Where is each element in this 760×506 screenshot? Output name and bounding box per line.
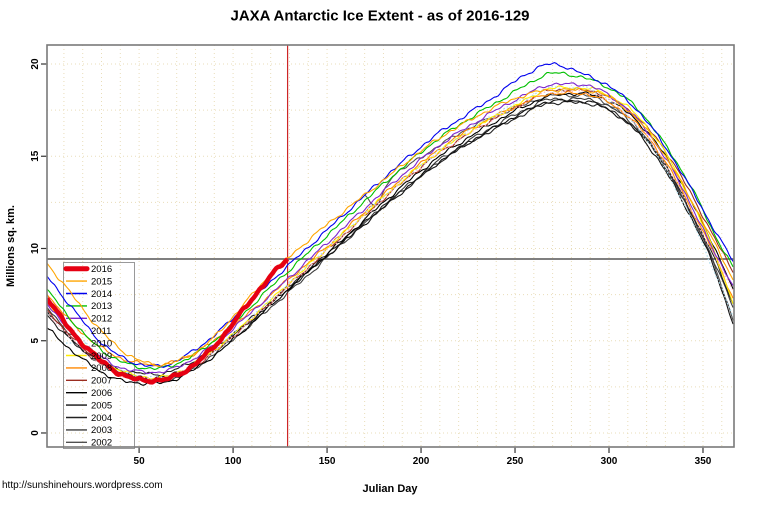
legend-label-2003: 2003 (91, 425, 112, 436)
series-2007-line (47, 86, 734, 381)
x-tick-label: 50 (134, 456, 146, 467)
series-2010-line (47, 85, 734, 379)
legend-label-2016: 2016 (91, 264, 112, 275)
chart-title: JAXA Antarctic Ice Extent - as of 2016-1… (230, 7, 530, 25)
series-2004-line (47, 100, 734, 377)
series-2002-line (364, 93, 734, 321)
x-tick-label: 350 (695, 456, 712, 467)
legend-label-2010: 2010 (91, 338, 112, 349)
series-2009-line (47, 85, 734, 380)
y-tick-label: 0 (30, 430, 41, 436)
series-2012-line (47, 82, 734, 375)
series-2008-line (47, 90, 734, 368)
legend-label-2009: 2009 (91, 351, 112, 362)
x-tick-label: 300 (601, 456, 618, 467)
series-lines (47, 62, 734, 386)
y-tick-label: 5 (30, 338, 41, 344)
y-axis-title: Millions sq. km. (5, 205, 17, 287)
y-tick-label: 15 (30, 150, 41, 162)
legend-box (63, 262, 135, 449)
series-2003-line (47, 97, 734, 383)
x-tick-label: 250 (507, 456, 524, 467)
legend-label-2008: 2008 (91, 363, 112, 374)
legend-label-2014: 2014 (91, 289, 112, 300)
series-2014-line (47, 62, 734, 368)
gridlines (47, 45, 734, 447)
legend-label-2002: 2002 (91, 438, 112, 449)
legend-label-2012: 2012 (91, 314, 112, 325)
y-tick-label: 10 (30, 242, 41, 254)
y-tick-label: 20 (30, 58, 41, 70)
x-axis-title: Julian Day (362, 483, 418, 495)
x-tick-label: 200 (413, 456, 430, 467)
watermark-url: http://sunshinehours.wordpress.com (2, 480, 163, 491)
series-2011-line (47, 89, 734, 382)
legend-label-2007: 2007 (91, 376, 112, 387)
legend-label-2011: 2011 (91, 326, 111, 337)
x-tick-label: 100 (225, 456, 242, 467)
legend-label-2004: 2004 (91, 413, 112, 424)
series-2015-line (47, 87, 734, 367)
plot-box (46, 44, 735, 448)
series-2013-line (47, 71, 734, 370)
legend-label-2005: 2005 (91, 400, 112, 411)
legend-label-2015: 2015 (91, 276, 112, 287)
legend-label-2006: 2006 (91, 388, 112, 399)
series-2016-line (47, 257, 290, 385)
series-2006-line (47, 91, 734, 386)
legend-label-2013: 2013 (91, 301, 112, 312)
x-tick-label: 150 (319, 456, 336, 467)
series-2005-line (47, 98, 734, 381)
